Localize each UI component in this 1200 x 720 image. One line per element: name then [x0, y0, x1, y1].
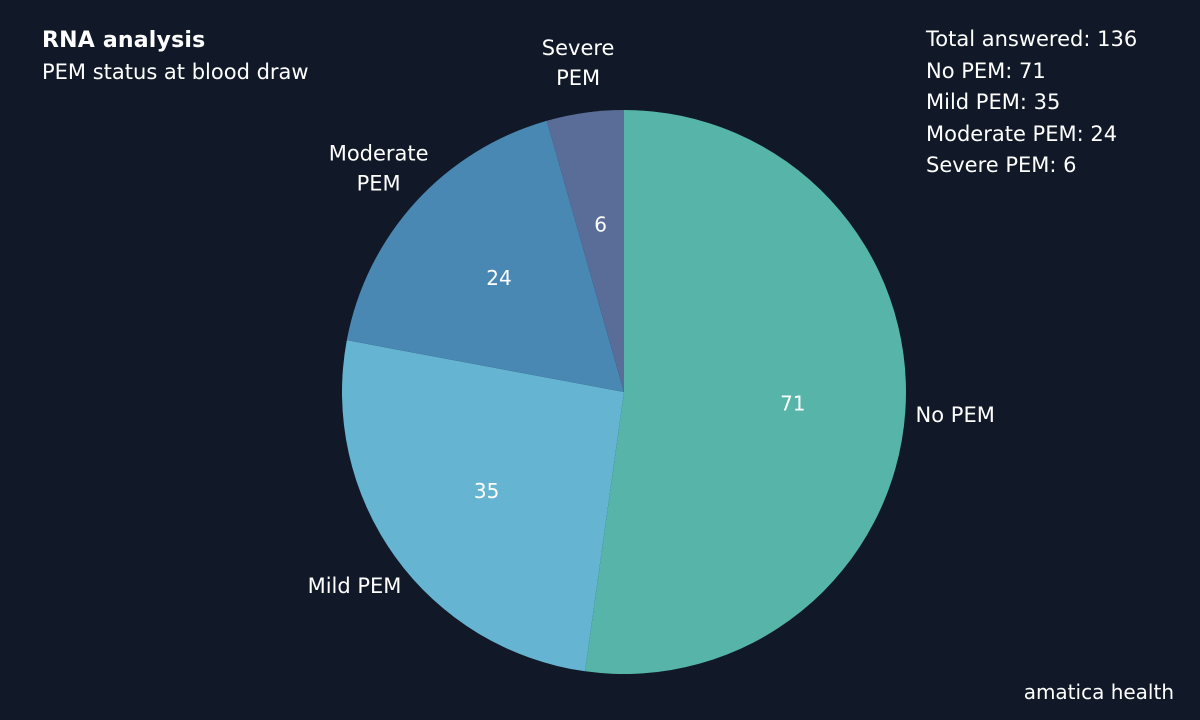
summary-severe-pem: Severe PEM: 6 [926, 153, 1077, 177]
summary-mild-pem: Mild PEM: 35 [926, 90, 1061, 114]
pie-value-label-no-pem: 71 [780, 392, 805, 416]
summary-panel: Total answered: 136 No PEM: 71 Mild PEM:… [926, 24, 1137, 182]
pie-category-label-moderate-pem: Moderate PEM [329, 141, 429, 195]
summary-no-pem: No PEM: 71 [926, 58, 1046, 83]
chart-subtitle: PEM status at blood draw [42, 60, 309, 84]
pie-value-label-severe-pem: 6 [594, 212, 607, 236]
summary-total: Total answered: 136 [926, 27, 1138, 51]
summary-moderate-pem: Moderate PEM: 24 [926, 121, 1118, 146]
chart-title: RNA analysis [42, 28, 206, 53]
pie-slice-mild-pem [341, 340, 624, 672]
pie-slice-no-pem [585, 110, 907, 674]
pie-category-label-mild-pem: Mild PEM [308, 574, 402, 598]
pie-slice-severe-pem [546, 110, 624, 392]
chart-header: RNA analysis PEM status at blood draw [42, 26, 309, 87]
pie-value-label-mild-pem: 35 [474, 479, 499, 503]
pie-slice-moderate-pem [346, 120, 624, 392]
brand-label: amatica health [1023, 680, 1174, 704]
pie-value-label-moderate-pem: 24 [486, 266, 511, 290]
pie-category-label-no-pem: No PEM [916, 403, 995, 427]
pie-category-label-severe-pem: Severe PEM [542, 36, 615, 90]
